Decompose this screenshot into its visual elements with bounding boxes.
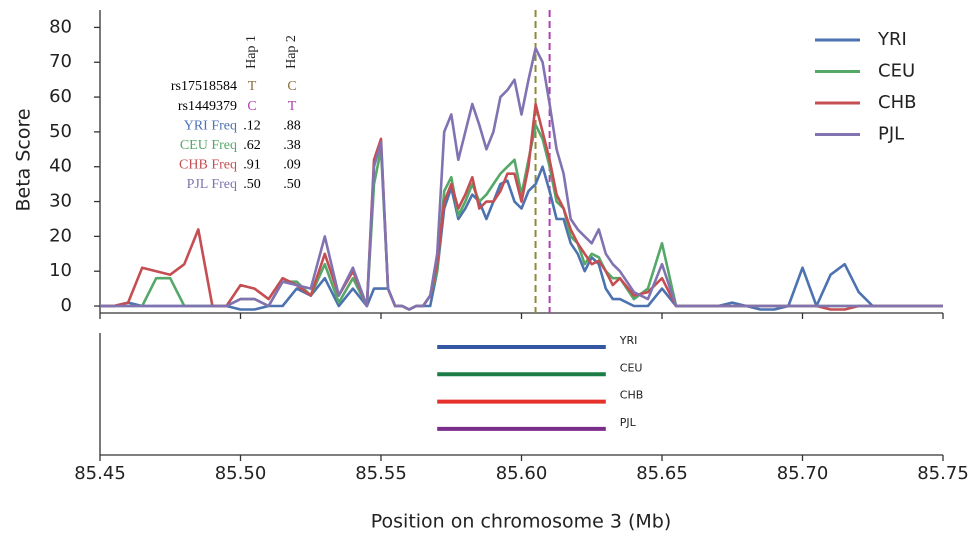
range-label: CHB xyxy=(620,389,644,402)
y-tick-label: 70 xyxy=(49,51,72,72)
table-cell: .09 xyxy=(283,158,301,173)
legend-label: YRI xyxy=(877,29,907,50)
table-row-label: rs17518584 xyxy=(171,79,237,94)
x-tick-label: 85.45 xyxy=(74,463,126,484)
table-header: Hap 1 xyxy=(244,35,259,69)
x-axis-label: Position on chromosome 3 (Mb) xyxy=(371,511,672,533)
x-tick-label: 85.60 xyxy=(496,463,548,484)
legend-label: CEU xyxy=(878,61,915,82)
x-tick-label: 85.75 xyxy=(917,463,969,484)
x-tick-label: 85.70 xyxy=(777,463,829,484)
table-cell: T xyxy=(248,79,257,94)
range-label: YRI xyxy=(619,334,638,347)
y-tick-label: 50 xyxy=(49,121,72,142)
y-tick-label: 80 xyxy=(49,16,72,37)
table-row-label: PJL Freq xyxy=(187,177,237,192)
range-label: CEU xyxy=(620,361,643,374)
range-label: PJL xyxy=(620,416,637,429)
table-row-label: CHB Freq xyxy=(179,158,237,173)
y-tick-label: 0 xyxy=(61,295,72,316)
y-tick-label: 40 xyxy=(49,156,72,177)
series-line xyxy=(100,165,943,311)
table-row-label: rs1449379 xyxy=(178,99,237,114)
y-axis-label: Beta Score xyxy=(13,108,35,211)
y-tick-label: 10 xyxy=(49,260,72,281)
table-row-label: CEU Freq xyxy=(180,138,237,153)
table-cell: .12 xyxy=(243,118,261,133)
table-cell: C xyxy=(287,79,296,94)
table-header: Hap 2 xyxy=(284,35,299,69)
legend-label: CHB xyxy=(878,92,916,113)
series-line xyxy=(100,47,943,311)
y-tick-label: 30 xyxy=(49,191,72,212)
table-cell: .62 xyxy=(243,138,261,153)
x-tick-label: 85.65 xyxy=(636,463,688,484)
legend-label: PJL xyxy=(878,124,904,145)
x-tick-label: 85.55 xyxy=(355,463,407,484)
table-cell: .88 xyxy=(283,118,301,133)
y-tick-label: 60 xyxy=(49,86,72,107)
table-cell: T xyxy=(288,99,297,114)
table-cell: .50 xyxy=(283,177,301,192)
y-tick-label: 20 xyxy=(49,225,72,246)
table-cell: .91 xyxy=(243,158,261,173)
table-row-label: YRI Freq xyxy=(184,118,237,133)
x-tick-label: 85.50 xyxy=(215,463,267,484)
table-cell: C xyxy=(247,99,256,114)
table-cell: .50 xyxy=(243,177,261,192)
table-cell: .38 xyxy=(283,138,301,153)
